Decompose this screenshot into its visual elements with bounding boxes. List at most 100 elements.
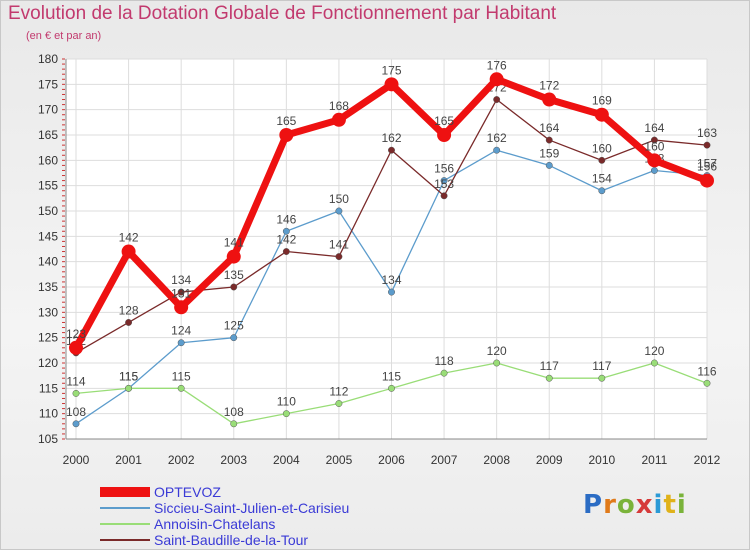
data-point	[226, 249, 241, 264]
y-tick-label: 150	[38, 204, 58, 218]
data-label: 156	[697, 160, 717, 174]
legend-swatch	[100, 523, 150, 525]
data-point	[594, 107, 609, 122]
y-tick-label: 160	[38, 153, 58, 167]
data-point	[388, 146, 395, 154]
y-tick-label: 175	[38, 77, 58, 91]
legend-swatch	[100, 487, 150, 497]
data-label: 120	[644, 344, 664, 358]
data-point	[177, 339, 185, 347]
data-point	[440, 192, 448, 200]
data-point	[125, 384, 133, 392]
data-label: 115	[172, 369, 191, 383]
y-tick-label: 105	[38, 432, 58, 446]
logo-letter: i	[676, 490, 687, 520]
y-tick-label: 110	[39, 407, 58, 421]
x-tick-label: 2007	[431, 453, 458, 467]
data-label: 117	[592, 359, 611, 373]
logo-letter: i	[653, 490, 664, 520]
data-point	[440, 177, 448, 185]
data-point	[542, 92, 557, 107]
x-tick-label: 2005	[326, 453, 353, 467]
data-point	[174, 300, 189, 315]
data-label: 115	[119, 369, 138, 383]
data-point	[282, 248, 290, 255]
logo-letter: P	[583, 490, 604, 520]
data-label: 162	[381, 131, 401, 145]
y-tick-label: 120	[38, 356, 58, 370]
data-label: 169	[592, 94, 612, 108]
y-tick-label: 115	[39, 381, 58, 395]
data-label: 135	[224, 268, 244, 282]
data-point	[177, 288, 185, 296]
data-point	[384, 77, 399, 92]
data-label: 154	[592, 172, 612, 186]
data-label: 176	[487, 58, 507, 72]
data-label: 108	[224, 405, 244, 419]
data-label: 123	[66, 327, 86, 341]
x-tick-label: 2000	[63, 453, 90, 467]
data-point	[388, 384, 395, 392]
data-point	[647, 153, 662, 168]
proxiti-logo: Proxiti	[583, 490, 687, 520]
data-label: 142	[276, 233, 296, 247]
data-point	[493, 359, 501, 367]
x-tick-label: 2006	[378, 453, 405, 467]
data-label: 125	[224, 319, 244, 333]
data-label: 141	[329, 238, 349, 252]
data-label: 156	[434, 162, 454, 176]
data-label: 160	[592, 141, 612, 155]
series-2: 114 115 115 108 110 112 115 118 120 117 117 120 116	[66, 344, 717, 428]
data-label: 115	[119, 369, 138, 383]
data-label: 160	[644, 139, 664, 153]
data-label: 168	[329, 99, 349, 113]
data-label: 108	[66, 405, 86, 419]
x-tick-label: 2003	[220, 453, 247, 467]
data-label: 164	[539, 121, 559, 135]
logo-letter: t	[663, 490, 677, 520]
data-label: 165	[434, 114, 454, 128]
x-tick-label: 2011	[642, 453, 668, 467]
data-label: 120	[487, 344, 507, 358]
data-point	[121, 244, 136, 259]
data-label: 159	[539, 146, 559, 160]
data-point	[493, 96, 501, 103]
data-label: 134	[381, 273, 401, 287]
data-point	[703, 379, 711, 387]
y-tick-label: 180	[38, 52, 58, 66]
legend-swatch	[100, 539, 150, 541]
y-tick-label: 145	[38, 229, 58, 243]
data-point	[230, 283, 238, 291]
data-label: 175	[381, 63, 401, 77]
data-label: 141	[224, 236, 244, 250]
data-label: 115	[382, 369, 401, 383]
data-label: 153	[434, 177, 454, 191]
series-0: 123 142 131 141 165 168 175 165 176 172 169 160 156	[66, 58, 717, 355]
data-point	[703, 141, 711, 149]
data-label: 150	[329, 192, 349, 206]
data-point	[650, 136, 658, 144]
x-tick-label: 2001	[115, 453, 142, 467]
data-point	[545, 136, 553, 144]
data-point	[545, 161, 553, 169]
data-label: 110	[277, 395, 296, 409]
legend-label: Annoisin-Chatelans	[154, 516, 276, 532]
data-label: 118	[435, 354, 454, 368]
data-point	[440, 369, 448, 377]
legend-label: Saint-Baudille-de-la-Tour	[154, 532, 309, 548]
data-point	[598, 156, 606, 164]
y-tick-label: 130	[38, 305, 58, 319]
x-tick-label: 2008	[483, 453, 510, 467]
data-point	[598, 187, 606, 195]
data-point	[72, 389, 80, 397]
y-tick-label: 170	[38, 103, 58, 117]
legend-swatch	[100, 507, 150, 509]
data-point	[282, 227, 290, 235]
x-tick-label: 2010	[588, 453, 615, 467]
legend-label: OPTEVOZ	[154, 484, 221, 500]
data-label: 128	[119, 303, 139, 317]
data-label: 142	[119, 231, 139, 245]
data-label: 165	[276, 114, 296, 128]
data-point	[279, 128, 294, 142]
data-point	[650, 359, 658, 367]
